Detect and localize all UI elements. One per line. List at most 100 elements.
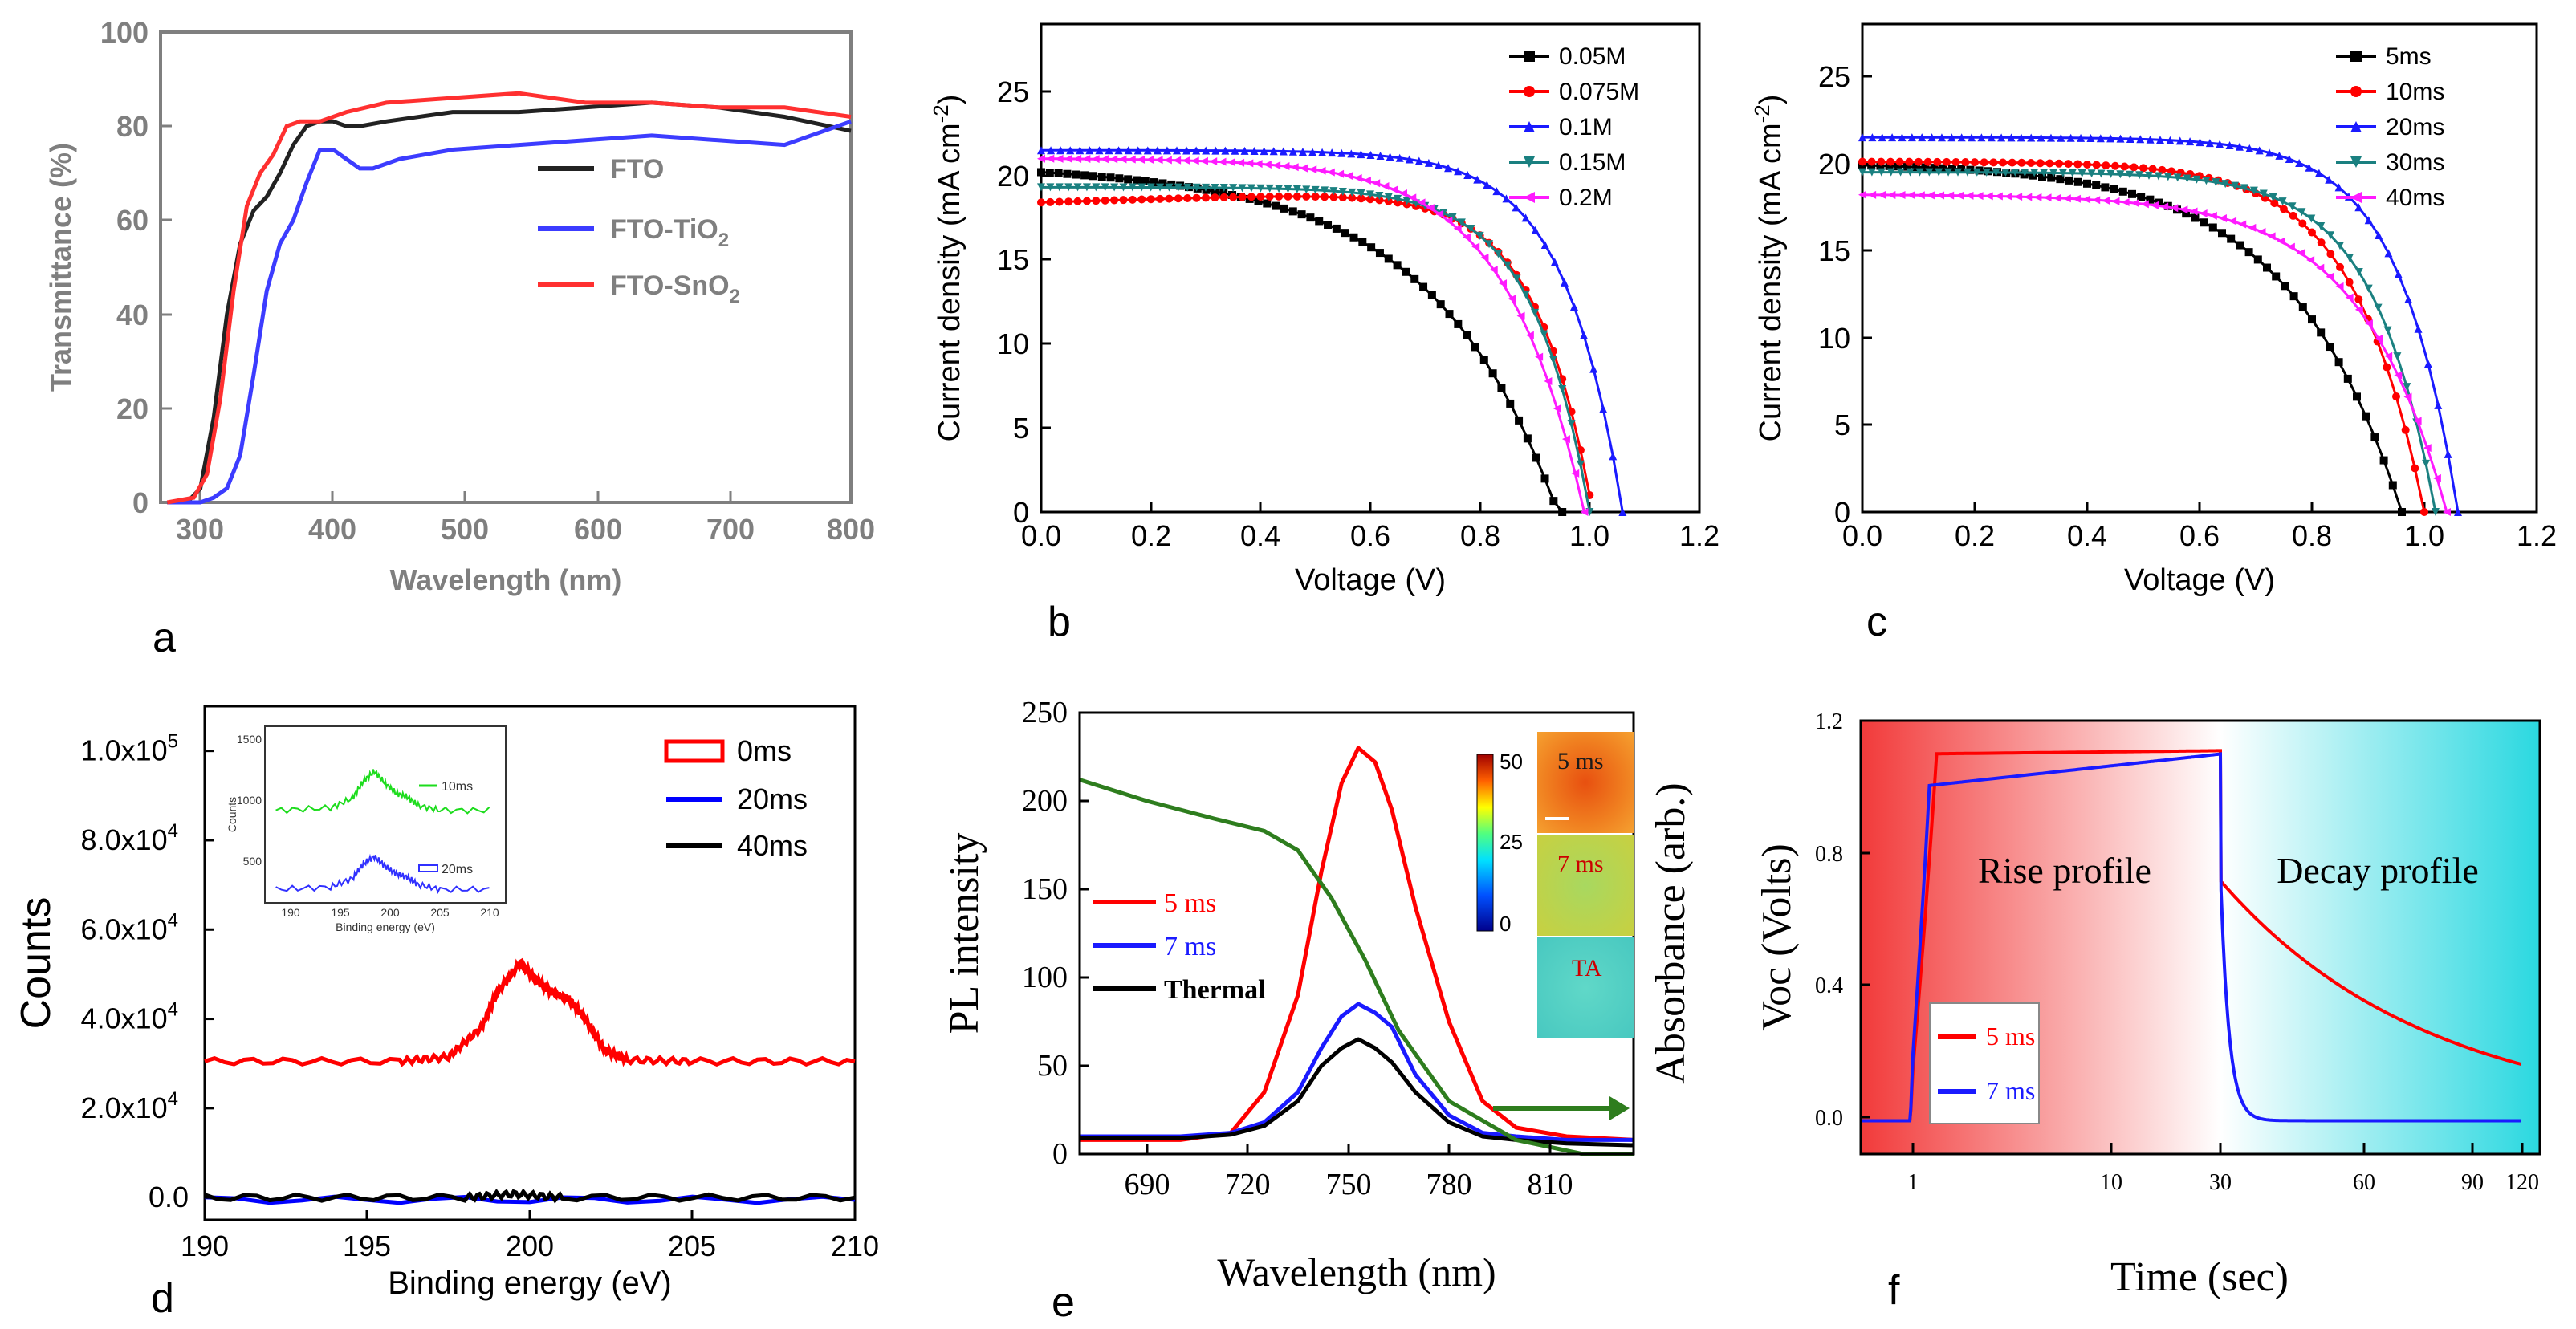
data-marker: [2350, 121, 2362, 132]
data-marker: [1912, 163, 1921, 172]
data-marker: [2216, 140, 2224, 148]
data-marker: [2383, 363, 2391, 372]
data-marker: [1055, 183, 1064, 192]
data-marker: [1064, 154, 1072, 163]
data-marker: [1444, 164, 1453, 173]
legend-label: 0.075M: [1559, 79, 1639, 105]
data-marker: [1324, 221, 1333, 230]
data-marker: [1524, 192, 1535, 203]
x-tick-label: 780: [1426, 1168, 1472, 1201]
data-marker: [2158, 165, 2167, 174]
data-marker: [2325, 175, 2334, 184]
data-marker: [2218, 229, 2226, 238]
data-marker: [2128, 189, 2136, 198]
data-marker: [2289, 292, 2298, 301]
data-marker: [2278, 197, 2287, 206]
data-marker: [2354, 268, 2363, 277]
series-line: [204, 957, 856, 1067]
data-marker: [2065, 176, 2073, 185]
colorbar-min: 0: [1500, 912, 1511, 936]
data-marker: [1921, 163, 1930, 172]
series-line: [1861, 752, 2521, 1123]
data-marker: [1896, 168, 1905, 177]
data-marker: [1384, 197, 1393, 205]
data-marker: [2444, 449, 2452, 458]
data-marker: [1589, 364, 1598, 373]
data-marker: [2130, 163, 2139, 172]
data-marker: [1503, 261, 1512, 270]
data-marker: [2388, 481, 2397, 490]
data-marker: [2146, 135, 2155, 144]
data-marker: [1492, 187, 1501, 196]
decay-region: [2220, 721, 2540, 1154]
data-marker: [1055, 197, 1064, 206]
data-marker: [1957, 133, 1966, 142]
data-marker: [1877, 157, 1886, 166]
data-marker: [1515, 416, 1524, 425]
x-axis-label: Voltage (V): [2124, 563, 2275, 597]
data-marker: [1281, 162, 1290, 171]
legend-label: 40ms: [737, 829, 808, 862]
data-marker: [1265, 192, 1274, 201]
data-marker: [2036, 159, 2045, 168]
series-markers: [1037, 154, 1589, 516]
data-marker: [1109, 155, 1118, 164]
plot-frame: [159, 30, 853, 504]
data-marker: [1453, 224, 1462, 233]
data-marker: [2393, 352, 2402, 361]
data-marker: [1156, 183, 1165, 192]
data-marker: [1916, 191, 1925, 200]
data-marker: [1338, 187, 1347, 196]
data-marker: [1163, 156, 1172, 165]
data-marker: [2350, 86, 2362, 97]
map-label: 7 ms: [1557, 851, 1604, 877]
data-marker: [2046, 133, 2055, 142]
data-marker: [1868, 190, 1877, 199]
data-marker: [1272, 201, 1280, 210]
data-marker: [1137, 183, 1146, 192]
data-marker: [2317, 238, 2326, 247]
data-marker: [1523, 434, 1532, 443]
map-label: TA: [1572, 955, 1602, 982]
legend-label: 7 ms: [1986, 1076, 2035, 1105]
data-marker: [1550, 258, 1559, 266]
data-marker: [1927, 133, 1936, 142]
data-marker: [1240, 146, 1249, 155]
data-marker: [2404, 295, 2413, 303]
inset-y-tick: 500: [243, 855, 262, 868]
data-marker: [1512, 274, 1521, 283]
panel-label: a: [153, 615, 176, 661]
x-tick-label: 700: [706, 513, 755, 546]
series-line: [1862, 171, 2437, 513]
panel-e: 50 25 0 5 ms 7 ms TA 690 720 750 780 810…: [942, 696, 1694, 1326]
data-marker: [1092, 197, 1101, 205]
data-marker: [2151, 201, 2159, 209]
data-marker: [1218, 157, 1227, 166]
data-marker: [1073, 197, 1082, 205]
data-marker: [2087, 169, 2096, 178]
data-marker: [2403, 383, 2411, 392]
data-marker: [2136, 135, 2145, 144]
data-marker: [2281, 282, 2289, 291]
data-marker: [2077, 133, 2086, 142]
data-marker: [1072, 170, 1080, 179]
data-marker: [2092, 181, 2101, 190]
data-marker: [2163, 173, 2172, 181]
data-marker: [1297, 210, 1306, 219]
x-tick-label: 0.2: [1955, 519, 1995, 552]
data-marker: [1311, 193, 1320, 201]
y-tick-label: 100: [100, 16, 149, 49]
data-marker: [2267, 232, 2276, 241]
series-lines: [1858, 133, 2462, 516]
data-marker: [1046, 197, 1055, 206]
data-marker: [1037, 146, 1045, 155]
x-tick-label: 1.2: [1679, 519, 1719, 552]
data-marker: [1306, 213, 1315, 222]
x-tick-label: 210: [831, 1229, 879, 1262]
data-marker: [2179, 205, 2188, 214]
series-markers: [1858, 133, 2462, 516]
data-marker: [1858, 168, 1866, 177]
data-marker: [1946, 191, 1955, 200]
panel-label: c: [1866, 599, 1887, 645]
